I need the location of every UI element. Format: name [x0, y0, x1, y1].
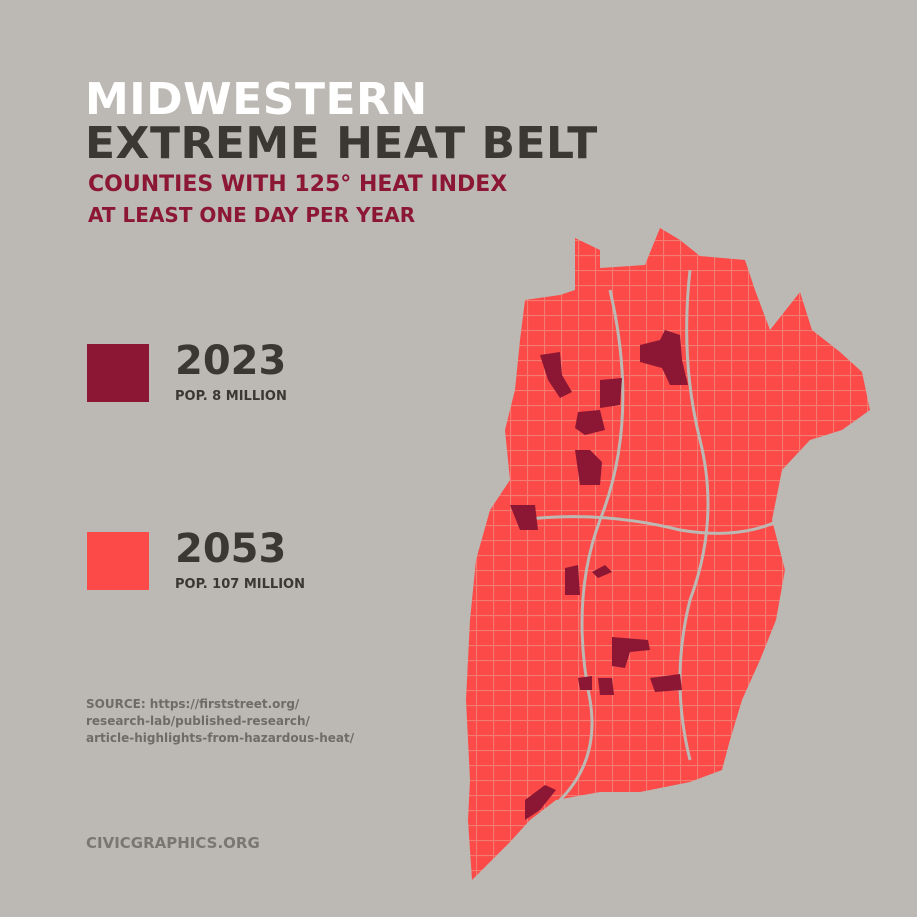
source-line3: article-highlights-from-hazardous-heat/	[86, 731, 355, 745]
legend-swatch-2023	[87, 344, 149, 402]
legend-year-2053: 2053	[175, 526, 287, 572]
subtitle-line2: AT LEAST ONE DAY PER YEAR	[88, 203, 416, 227]
source-line2: research-lab/published-research/	[86, 714, 310, 728]
title-line2: EXTREME HEAT BELT	[85, 118, 598, 169]
legend-year-2023: 2023	[175, 338, 287, 384]
footer-credit: CIVICGRAPHICS.ORG	[86, 834, 260, 852]
legend-pop-2053: POP. 107 MILLION	[175, 577, 305, 592]
map-2023-counties	[510, 330, 688, 820]
source-line1: SOURCE: https://firststreet.org/	[86, 697, 300, 711]
source-note: SOURCE: https://firststreet.org/ researc…	[86, 696, 354, 747]
legend-pop-2023: POP. 8 MILLION	[175, 389, 287, 404]
title-line1: MIDWESTERN	[85, 74, 428, 125]
subtitle-line1: COUNTIES WITH 125° HEAT INDEX	[88, 172, 508, 197]
map-2053-counties	[466, 228, 870, 880]
legend-swatch-2053	[87, 532, 149, 590]
